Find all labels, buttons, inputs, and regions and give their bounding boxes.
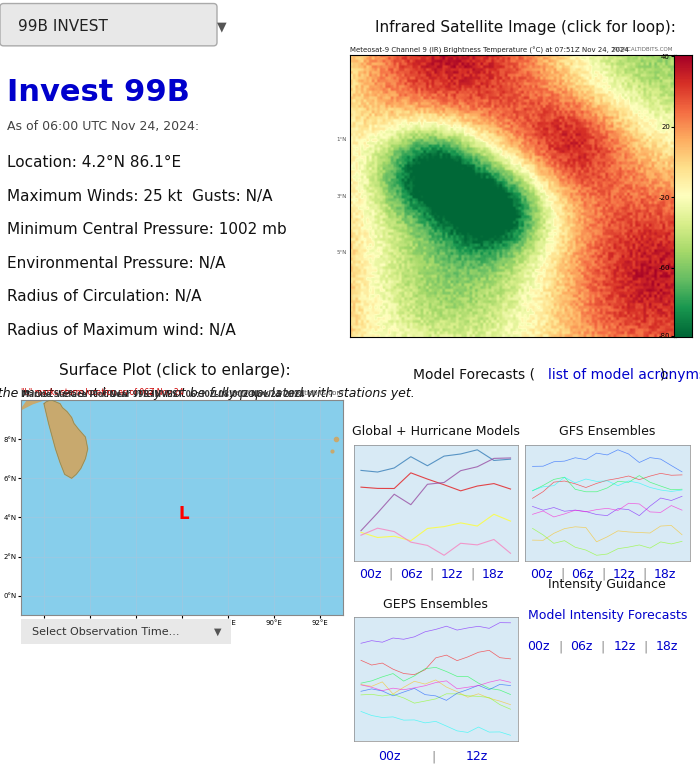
Text: 12z: 12z xyxy=(441,568,463,581)
Text: L: L xyxy=(179,505,190,522)
Text: |: | xyxy=(601,641,605,653)
Text: TROPICALTIDBITS.COM: TROPICALTIDBITS.COM xyxy=(611,47,672,52)
Text: |: | xyxy=(558,641,562,653)
Text: Select Observation Time...: Select Observation Time... xyxy=(32,626,179,637)
Text: |: | xyxy=(560,568,564,581)
Text: Meteosat-9 Channel 9 (IR) Brightness Temperature (°C) at 07:51Z Nov 24, 2024: Meteosat-9 Channel 9 (IR) Brightness Tem… xyxy=(350,46,629,53)
Text: Location: 4.2°N 86.1°E: Location: 4.2°N 86.1°E xyxy=(7,155,181,170)
Text: 18z: 18z xyxy=(654,568,676,581)
Text: Environmental Pressure: N/A: Environmental Pressure: N/A xyxy=(7,256,225,270)
Polygon shape xyxy=(21,400,44,409)
Text: 5°N: 5°N xyxy=(337,250,346,255)
Text: 00z: 00z xyxy=(358,568,382,581)
Text: Marine Surface Plot Near 99B INVEST 06:30Z-08:00Z Nov 24 2024: Marine Surface Plot Near 99B INVEST 06:3… xyxy=(21,390,304,399)
FancyBboxPatch shape xyxy=(0,4,217,46)
Text: Minimum Central Pressure: 1002 mb: Minimum Central Pressure: 1002 mb xyxy=(7,223,287,238)
Text: Surface Plot (click to enlarge):: Surface Plot (click to enlarge): xyxy=(60,363,290,378)
Text: Radius of Circulation: N/A: Radius of Circulation: N/A xyxy=(7,289,202,304)
Text: Intensity Guidance: Intensity Guidance xyxy=(548,579,666,591)
Text: 12z: 12z xyxy=(613,641,636,653)
Text: Note that the most recent hour may not be fully populated with stations yet.: Note that the most recent hour may not b… xyxy=(0,387,415,400)
Text: |: | xyxy=(601,568,606,581)
Text: 00z: 00z xyxy=(527,641,550,653)
Text: GEPS Ensembles: GEPS Ensembles xyxy=(384,598,488,611)
Text: Levi Cowan - tropicaltidbits.com: Levi Cowan - tropicaltidbits.com xyxy=(231,390,343,396)
Text: Maximum Winds: 25 kt  Gusts: N/A: Maximum Winds: 25 kt Gusts: N/A xyxy=(7,189,272,204)
Text: Global + Hurricane Models: Global + Hurricane Models xyxy=(352,426,519,438)
Text: "L" marks storm location as of 06Z Nov 24: "L" marks storm location as of 06Z Nov 2… xyxy=(21,388,183,397)
Text: 06z: 06z xyxy=(571,568,594,581)
Text: 12z: 12z xyxy=(612,568,635,581)
Text: |: | xyxy=(431,750,435,764)
Text: |: | xyxy=(642,568,646,581)
Text: 06z: 06z xyxy=(570,641,593,653)
Polygon shape xyxy=(44,400,88,478)
Text: ):: ): xyxy=(659,368,670,382)
FancyBboxPatch shape xyxy=(17,618,235,645)
Text: 99B INVEST: 99B INVEST xyxy=(18,19,107,34)
Text: |: | xyxy=(389,568,393,581)
Text: GFS Ensembles: GFS Ensembles xyxy=(559,426,655,438)
Text: Radius of Maximum wind: N/A: Radius of Maximum wind: N/A xyxy=(7,323,236,338)
Text: 18z: 18z xyxy=(482,568,505,581)
Text: 3°N: 3°N xyxy=(337,194,346,198)
Text: As of 06:00 UTC Nov 24, 2024:: As of 06:00 UTC Nov 24, 2024: xyxy=(7,120,199,133)
Text: ▼: ▼ xyxy=(214,626,222,637)
Text: 00z: 00z xyxy=(530,568,553,581)
Text: |: | xyxy=(644,641,648,653)
Text: Model Forecasts (: Model Forecasts ( xyxy=(413,368,535,382)
Text: ▼: ▼ xyxy=(217,20,227,33)
Text: 12z: 12z xyxy=(466,750,488,764)
Text: 00z: 00z xyxy=(379,750,401,764)
Text: 06z: 06z xyxy=(400,568,422,581)
Text: Model Intensity Forecasts: Model Intensity Forecasts xyxy=(528,609,687,622)
Text: 1°N: 1°N xyxy=(337,137,346,142)
Text: 18z: 18z xyxy=(656,641,678,653)
Text: |: | xyxy=(470,568,475,581)
Text: Infrared Satellite Image (click for loop):: Infrared Satellite Image (click for loop… xyxy=(374,20,676,35)
Text: list of model acronyms: list of model acronyms xyxy=(547,368,700,382)
Text: Invest 99B: Invest 99B xyxy=(7,78,190,107)
Text: |: | xyxy=(430,568,434,581)
